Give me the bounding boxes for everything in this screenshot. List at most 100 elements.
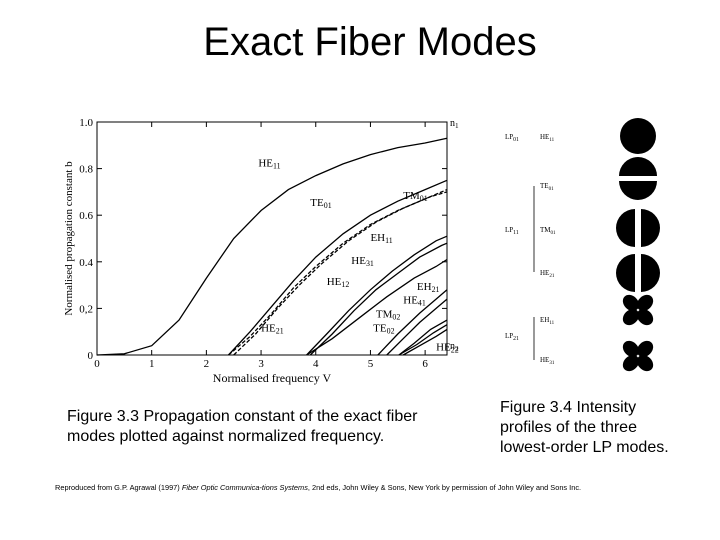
mode-label-eh11: EH11 [370,232,392,245]
mode-label-tm01: TM01 [403,190,427,203]
lp11-profile-vertical-2 [616,254,660,292]
mode-label-he22: HE22 [436,341,459,354]
label-base: LP [505,332,513,340]
label-base: HE [403,295,418,307]
plot-frame [96,121,448,356]
label-subscript: 01 [549,186,555,192]
label-base: TE [310,197,324,209]
mode-label-he11: HE11 [258,157,280,170]
label-base: LP [505,133,513,141]
series-line-tm02 [398,319,448,356]
label-subscript: 21 [549,273,555,279]
mode-label-eh21: EH21 [417,281,440,294]
series-line-he12 [306,258,448,356]
x-tick-label: 6 [422,358,428,370]
lobe [637,340,654,357]
mode-label-he31: HE31 [351,255,374,268]
label-subscript: 11 [273,161,281,170]
x-tick-label: 0 [94,358,100,370]
label-base: TM [540,226,551,234]
lobe [622,355,639,372]
slide-title: Exact Fiber Modes [203,20,537,64]
label-base: HE [351,255,366,267]
lp-label: LP11 [505,226,519,236]
lobe [641,209,660,247]
lobe [641,254,660,292]
right-axis-label-n1: n1 [450,118,459,130]
label-base: TE [373,323,387,335]
series-line-he41 [386,298,448,356]
mode-label: HE11 [540,133,555,143]
label-subscript: 02 [392,313,400,322]
label-base: n [450,341,455,352]
mode-label-he21: HE21 [261,323,284,336]
label-subscript: 31 [366,259,374,268]
series-line-he31 [309,242,448,356]
lp11-profile-vertical [616,209,660,247]
lobe [637,294,654,311]
label-base: n [450,118,455,129]
label-base: HE [540,269,549,277]
x-tick-label: 1 [149,358,155,370]
label-subscript: 11 [385,236,393,245]
y-tick-label: 0.4 [79,257,93,269]
y-tick-label: 0.6 [79,210,93,222]
lobe [619,157,657,176]
mode-label-tm02: TM02 [376,309,400,322]
lp11-profile-horizontal [619,157,657,200]
mode-label: HE31 [540,356,555,366]
label-base: EH [540,316,549,324]
label-base: HE [258,157,273,169]
mode-label-te02: TE02 [373,323,394,336]
y-tick-label: 0.8 [79,164,93,176]
mode-label: HE21 [540,269,555,279]
label-subscript: 21 [513,336,519,342]
mode-label: TM01 [540,226,556,236]
label-base: HE [540,356,549,364]
figure-3-4-caption: Figure 3.4 Intensity profiles of the thr… [500,399,669,456]
label-subscript: 11 [549,137,554,143]
label-subscript: 2 [455,345,459,353]
y-tick-label: 0 [88,350,94,362]
right-axis-label-n2: n2 [450,341,459,353]
label-base: EH [417,281,432,293]
label-base: TE [540,182,549,190]
label-subscript: 12 [341,280,349,289]
y-tick-label: 0,2 [79,303,93,315]
label-base: LP [505,226,513,234]
label-subscript: 11 [513,230,519,236]
series-line-eh11 [306,235,448,356]
mode-label-te01: TE01 [310,197,331,210]
lp21-profile-a [622,294,654,326]
figure-3-3-caption: Figure 3.3 Propagation constant of the e… [67,408,418,445]
lobe [616,254,635,292]
series-line-he22 [402,328,448,356]
series-line-he11 [96,137,448,356]
lobe [622,309,639,326]
mode-label-he41: HE41 [403,295,426,308]
label-subscript: 21 [276,327,284,336]
attribution-suffix: , 2nd eds, John Wiley & Sons, New York b… [307,483,582,492]
lp-label: LP21 [505,332,519,342]
label-subscript: 1 [455,122,459,130]
x-tick-label: 5 [368,358,374,370]
label-subscript: 21 [432,285,440,294]
lobe [622,294,639,311]
label-subscript: 01 [551,230,557,236]
y-axis-label: Normalised propagation constant b [63,161,75,316]
lobe [637,355,654,372]
attribution: Reproduced from G.P. Agrawal (1997) Fibe… [55,483,695,492]
label-subscript: 31 [549,360,555,366]
x-tick-label: 2 [204,358,210,370]
label-base: HE [261,323,276,335]
y-tick-label: 1.0 [79,117,93,129]
series-line-he21 [233,191,448,356]
mode-label-he12: HE12 [327,276,350,289]
lobe [616,209,635,247]
label-subscript: 01 [324,201,332,210]
lp-label: LP01 [505,133,519,143]
lp21-profile-b [622,340,654,372]
label-base: HE [540,133,549,141]
x-tick-label: 3 [258,358,264,370]
label-base: HE [327,276,342,288]
